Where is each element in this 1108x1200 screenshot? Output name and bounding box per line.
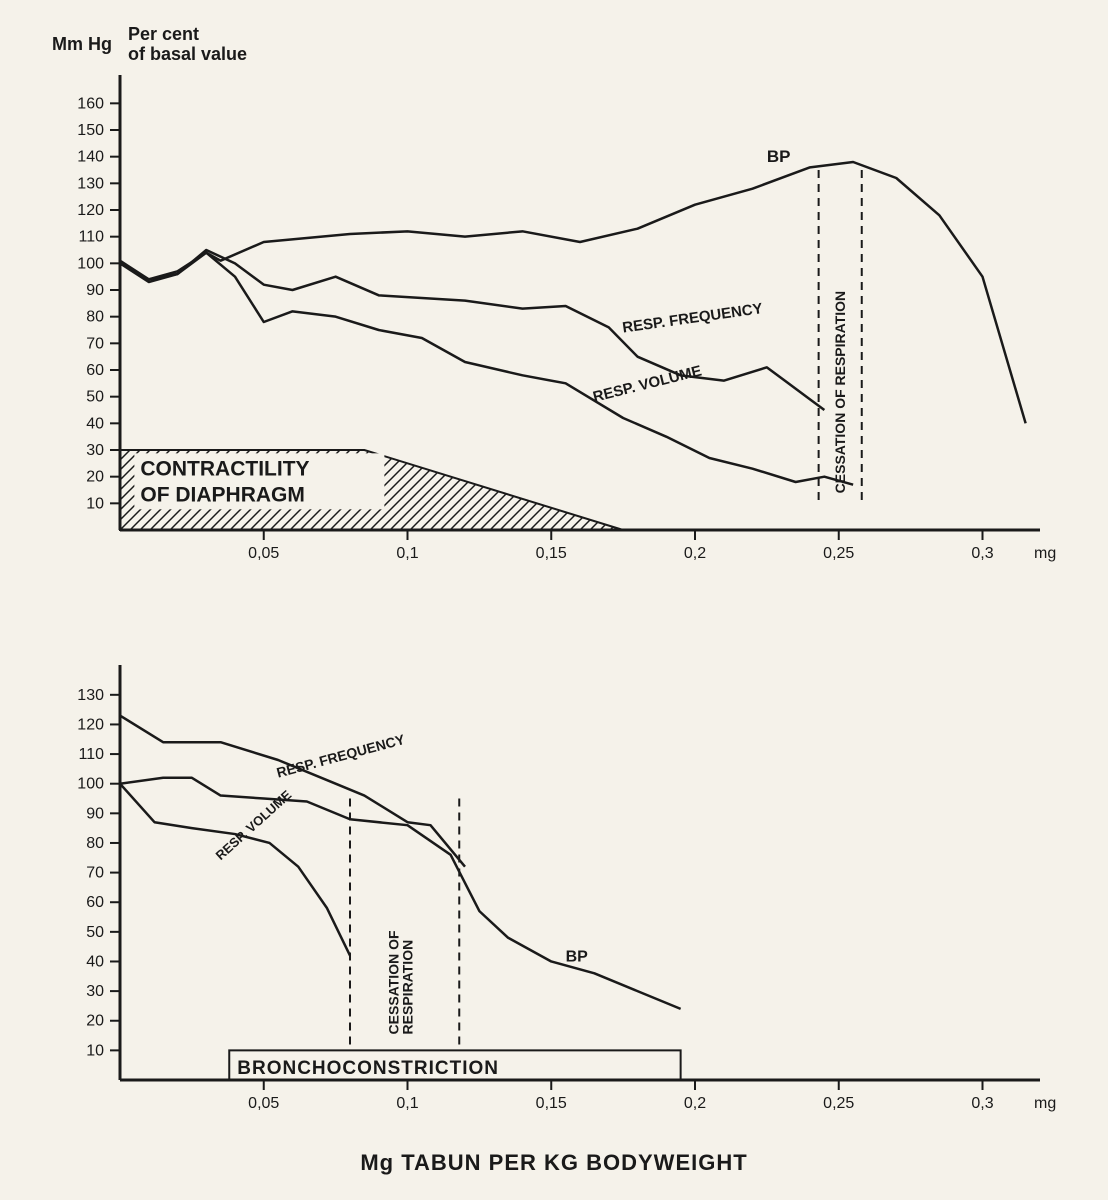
svg-text:mg: mg: [1034, 545, 1056, 562]
svg-text:110: 110: [78, 746, 104, 763]
svg-text:0,2: 0,2: [684, 1095, 706, 1112]
svg-text:60: 60: [86, 894, 104, 911]
svg-text:0,15: 0,15: [536, 1095, 567, 1112]
svg-text:0,2: 0,2: [684, 545, 706, 562]
svg-text:Mm Hg: Mm Hg: [52, 34, 112, 54]
svg-text:RESP. FREQUENCY: RESP. FREQUENCY: [621, 300, 763, 337]
svg-text:50: 50: [86, 924, 104, 941]
svg-text:70: 70: [86, 335, 104, 352]
svg-text:Per cent: Per cent: [128, 24, 199, 44]
svg-text:90: 90: [86, 805, 104, 822]
svg-text:140: 140: [77, 149, 104, 166]
svg-text:BRONCHOCONSTRICTION: BRONCHOCONSTRICTION: [237, 1058, 499, 1079]
svg-text:BP: BP: [767, 147, 791, 166]
svg-text:10: 10: [86, 495, 104, 512]
svg-text:100: 100: [77, 255, 104, 272]
svg-text:0,05: 0,05: [248, 545, 279, 562]
svg-text:0,1: 0,1: [396, 545, 418, 562]
svg-text:CESSATION OF RESPIRATION: CESSATION OF RESPIRATION: [832, 291, 848, 494]
svg-text:40: 40: [86, 415, 104, 432]
svg-text:OF DIAPHRAGM: OF DIAPHRAGM: [140, 483, 305, 506]
svg-text:20: 20: [86, 469, 104, 486]
svg-text:0,3: 0,3: [971, 545, 993, 562]
svg-text:0,1: 0,1: [396, 1095, 418, 1112]
svg-text:CONTRACTILITY: CONTRACTILITY: [140, 457, 309, 480]
svg-text:30: 30: [86, 442, 104, 459]
svg-text:mg: mg: [1034, 1095, 1056, 1112]
svg-text:0,25: 0,25: [823, 545, 854, 562]
svg-text:160: 160: [77, 95, 104, 112]
svg-text:30: 30: [86, 983, 104, 1000]
svg-text:120: 120: [77, 202, 104, 219]
svg-text:100: 100: [77, 776, 104, 793]
svg-text:0,25: 0,25: [823, 1095, 854, 1112]
svg-text:RESP. VOLUME: RESP. VOLUME: [591, 362, 703, 405]
svg-text:90: 90: [86, 282, 104, 299]
svg-text:130: 130: [77, 687, 104, 704]
svg-text:130: 130: [77, 175, 104, 192]
svg-text:40: 40: [86, 953, 104, 970]
svg-text:0,15: 0,15: [536, 545, 567, 562]
svg-text:RESPIRATION: RESPIRATION: [400, 940, 416, 1035]
svg-text:20: 20: [86, 1013, 104, 1030]
svg-text:Mg TABUN PER KG BODYWEIGHT: Mg TABUN PER KG BODYWEIGHT: [360, 1150, 747, 1175]
svg-text:of basal value: of basal value: [128, 44, 247, 64]
svg-text:BP: BP: [566, 948, 589, 965]
svg-text:60: 60: [86, 362, 104, 379]
svg-text:80: 80: [86, 309, 104, 326]
svg-text:120: 120: [77, 716, 104, 733]
svg-text:RESP. FREQUENCY: RESP. FREQUENCY: [275, 731, 407, 781]
chart-canvas: Mm Hg Per centof basal value 10 20 30 40 50 60 7…: [0, 0, 1108, 1200]
svg-text:50: 50: [86, 389, 104, 406]
svg-text:70: 70: [86, 865, 104, 882]
svg-text:150: 150: [77, 122, 104, 139]
svg-text:10: 10: [86, 1042, 104, 1059]
svg-text:110: 110: [78, 229, 104, 246]
svg-text:0,3: 0,3: [971, 1095, 993, 1112]
svg-text:0,05: 0,05: [248, 1095, 279, 1112]
svg-text:80: 80: [86, 835, 104, 852]
